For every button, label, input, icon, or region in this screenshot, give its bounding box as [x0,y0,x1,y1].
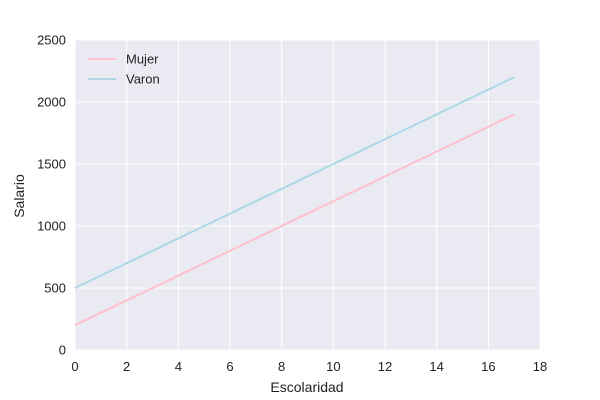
x-tick-label: 16 [481,359,495,374]
x-tick-label: 8 [278,359,285,374]
y-tick-label: 1500 [37,157,66,172]
y-tick-label: 500 [44,281,66,296]
x-tick-label: 14 [429,359,443,374]
x-tick-label: 4 [175,359,182,374]
x-tick-label: 12 [378,359,392,374]
x-tick-label: 10 [326,359,340,374]
x-axis-label: Escolaridad [270,379,343,395]
series-line-varon [74,76,515,289]
x-tick-label: 0 [71,359,78,374]
legend-label: Mujer [126,52,159,67]
y-tick-label: 0 [59,343,66,358]
y-tick-label: 2000 [37,95,66,110]
legend-item: Varon [88,72,160,87]
plot-area [75,40,540,350]
y-axis-label: Salario [11,174,27,218]
series-line-mujer [74,113,515,327]
legend: Mujer Varon [88,52,160,87]
y-tick-label: 1000 [37,219,66,234]
series-lines [74,76,515,327]
y-tick-label: 2500 [37,33,66,48]
x-tick-label: 6 [226,359,233,374]
legend-label: Varon [126,72,160,87]
x-tick-label: 18 [533,359,547,374]
x-tick-label: 2 [123,359,130,374]
legend-item: Mujer [88,52,159,67]
tick-labels: 0 2 4 6 8 10 12 14 16 18 0 500 1000 1500 2000 2500 [37,33,547,375]
